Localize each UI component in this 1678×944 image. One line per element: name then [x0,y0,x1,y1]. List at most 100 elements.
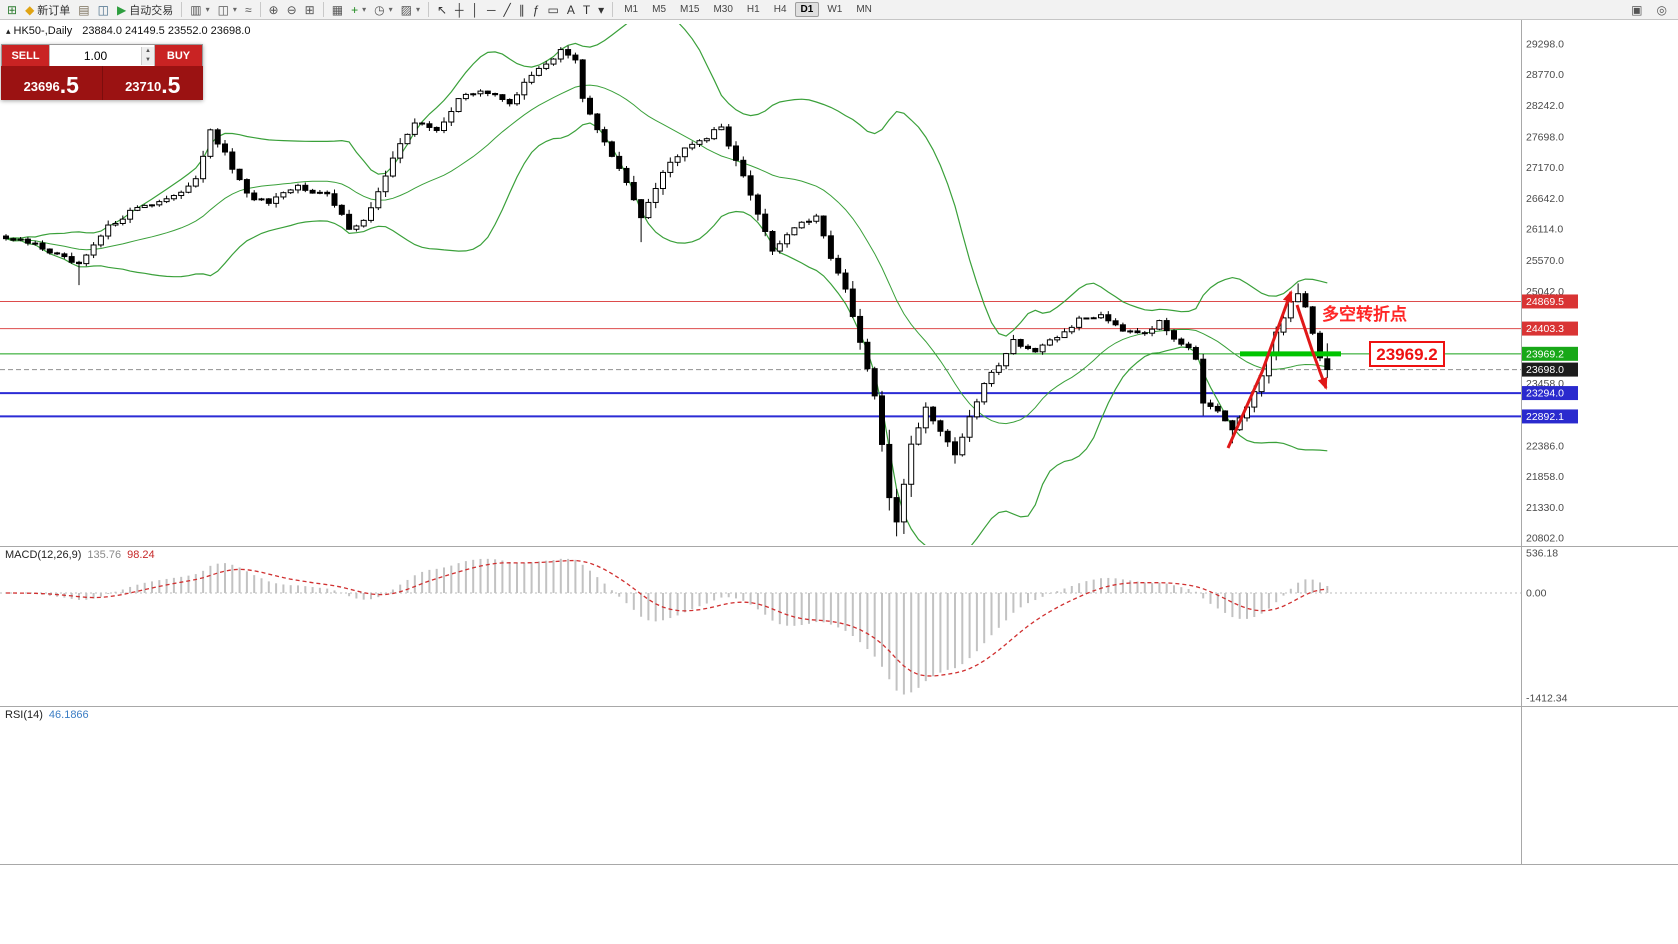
horizontal-line-icon[interactable]: ─ [483,0,500,19]
line-chart-icon[interactable]: ≈ [241,0,256,19]
trend-arrow-up[interactable] [1226,290,1293,449]
zoom-in-icon[interactable]: ⊕ [265,0,283,19]
price-tag-23294.0 [1522,386,1578,401]
chart-window-icon[interactable]: ▣ [1627,0,1646,19]
indicators-icon: + [351,2,359,17]
horizontal-line-icon: ─ [487,2,496,17]
channel-icon[interactable]: ∥ [515,0,529,19]
bar-chart-icon[interactable]: ▥ ▾ [186,0,213,19]
dropdown-caret-icon: ▾ [232,5,237,14]
zoom-in-icon: ⊕ [268,2,279,17]
auto-trading-icon: ▶ [116,2,127,17]
bollinger-bands [5,24,1328,545]
bar-chart-icon: ▥ [190,2,202,17]
cursor-icon[interactable]: ↖ [433,0,451,19]
buy-price-pips: .5 [161,72,181,98]
price-tag-24869.5 [1522,294,1578,309]
turning-point-text[interactable]: 多空转折点 [1322,304,1407,324]
macd-value-signal: 98.24 [127,549,155,561]
timeframe-m15[interactable]: M15 [680,4,700,15]
price-axis[interactable]: 29298.0 28770.0 28242.0 27698.0 27170.0 26642… [1522,39,1578,545]
text-icon: A [566,2,575,17]
volume-input[interactable] [50,47,141,64]
data-window-icon[interactable]: ◫ [94,0,113,19]
text-label-icon: T [582,2,591,17]
price-axis-label: 28242.0 [1526,100,1564,112]
trendline-icon[interactable]: ╱ [500,0,515,19]
indicators-icon[interactable]: + ▾ [347,0,370,19]
chart-annotations: 多空转折点 23969.2 [1226,290,1445,449]
trend-arrow-down[interactable] [1295,304,1328,390]
templates-icon[interactable]: ▨ ▾ [397,0,424,19]
price-axis-label: 26642.0 [1526,193,1564,205]
macd-name: MACD(12,26,9) [5,549,82,561]
candlestick-chart-icon[interactable]: ◫ ▾ [214,0,241,19]
timeframe-m30[interactable]: M30 [713,4,733,15]
dropdown-caret-icon: ▾ [205,5,210,14]
arrows-tool-icon: ▾ [598,2,605,17]
horizontal-line-objects [0,300,1521,418]
chart-symbol-period: HK50-,Daily [13,25,73,37]
new-order-icon: ◆ [25,2,35,17]
text-icon[interactable]: A [563,0,579,19]
timeframe-w1[interactable]: W1 [827,4,843,15]
volume-down-icon[interactable]: ▼ [142,55,154,65]
text-label-icon[interactable]: T [579,0,594,19]
dropdown-caret-icon: ▾ [415,5,420,14]
chart-canvas[interactable]: 多空转折点 23969.2 29298.0 28770.0 28242.0 27698.0… [0,20,1678,944]
chart-ohlc-header: ▴ HK50-,Daily 23884.0 24149.5 23552.0 2369… [6,25,250,37]
buy-price-main: 23710 [125,79,162,94]
sell-button[interactable]: SELL [2,45,49,66]
one-click-trading-panel: SELL ▲ ▼ BUY 23696.5 23710.5 [1,44,203,100]
sell-price[interactable]: 23696.5 [1,66,103,100]
timeframe-m1[interactable]: M1 [624,4,639,15]
tile-windows-icon: ⊞ [304,2,315,17]
support-price-label[interactable]: 23969.2 [1376,345,1437,364]
volume-stepper[interactable]: ▲ ▼ [141,46,154,65]
zoom-out-icon[interactable]: ⊖ [283,0,301,19]
buy-button[interactable]: BUY [155,45,202,66]
crosshair-icon[interactable]: ┼ [451,0,468,19]
volume-up-icon[interactable]: ▲ [142,46,154,56]
periods-icon: ◷ [374,2,385,17]
crosshair-icon: ┼ [455,2,464,17]
auto-trading-button[interactable]: ▶ 自动交易 [113,0,177,19]
fibonacci-icon[interactable]: ƒ [529,0,544,19]
timeframe-h4[interactable]: H4 [773,4,787,15]
auto-arrange-icon[interactable]: ▦ [328,0,347,19]
vertical-line-icon[interactable]: │ [468,0,484,19]
price-tag-text: 22892.1 [1526,411,1564,423]
price-axis-label: 27698.0 [1526,132,1564,144]
timeframe-m5[interactable]: M5 [652,4,667,15]
price-axis-label: 21330.0 [1526,502,1564,514]
toolbar-separator [427,2,429,17]
vertical-line-icon: │ [471,2,480,17]
shapes-icon[interactable]: ▭ [543,0,562,19]
search-icon[interactable]: ◎ [1653,0,1671,19]
support-price-label-box[interactable] [1369,341,1445,367]
chart-window-icon: ▣ [1631,2,1643,17]
arrows-tool-icon[interactable]: ▾ [594,0,608,19]
new-order-button[interactable]: ◆ 新订单 [21,0,74,19]
price-axis-label: 29298.0 [1526,39,1564,51]
periods-icon[interactable]: ◷ ▾ [370,0,397,19]
timeframe-mn[interactable]: MN [856,4,872,15]
zoom-out-icon: ⊖ [286,2,297,17]
templates-icon: ▨ [400,2,412,17]
toolbar-right-icons: ▣ ◎ [1627,0,1675,19]
price-tag-23969.2 [1522,346,1578,361]
toolbar: ⊞ ◆ 新订单 ▤ ◫ ▶ 自动交易 ▥ ▾ ◫ ▾ ≈ ⊕ ⊖ ⊞ ▦ + ▾ ◷ ▾ ▨ ▾ ↖ ┼ │ ─ ╱ ∥ ƒ ▭ A T ▾ M1… [0,0,1678,20]
price-axis-label: 27170.0 [1526,162,1564,174]
toolbar-separator [259,2,261,17]
timeframe-h1[interactable]: H1 [746,4,760,15]
buy-price[interactable]: 23710.5 [102,66,203,100]
profiles-icon[interactable]: ▤ [74,0,93,19]
new-chart-icon[interactable]: ⊞ [3,0,21,19]
new-order-button-label: 新订单 [37,4,71,17]
candlestick-series [3,45,1331,537]
fibonacci-icon: ƒ [532,2,540,17]
search-icon: ◎ [1656,2,1667,17]
tile-windows-icon[interactable]: ⊞ [301,0,319,19]
timeframe-d1[interactable]: D1 [794,2,820,17]
price-axis-label: 22386.0 [1526,440,1564,452]
